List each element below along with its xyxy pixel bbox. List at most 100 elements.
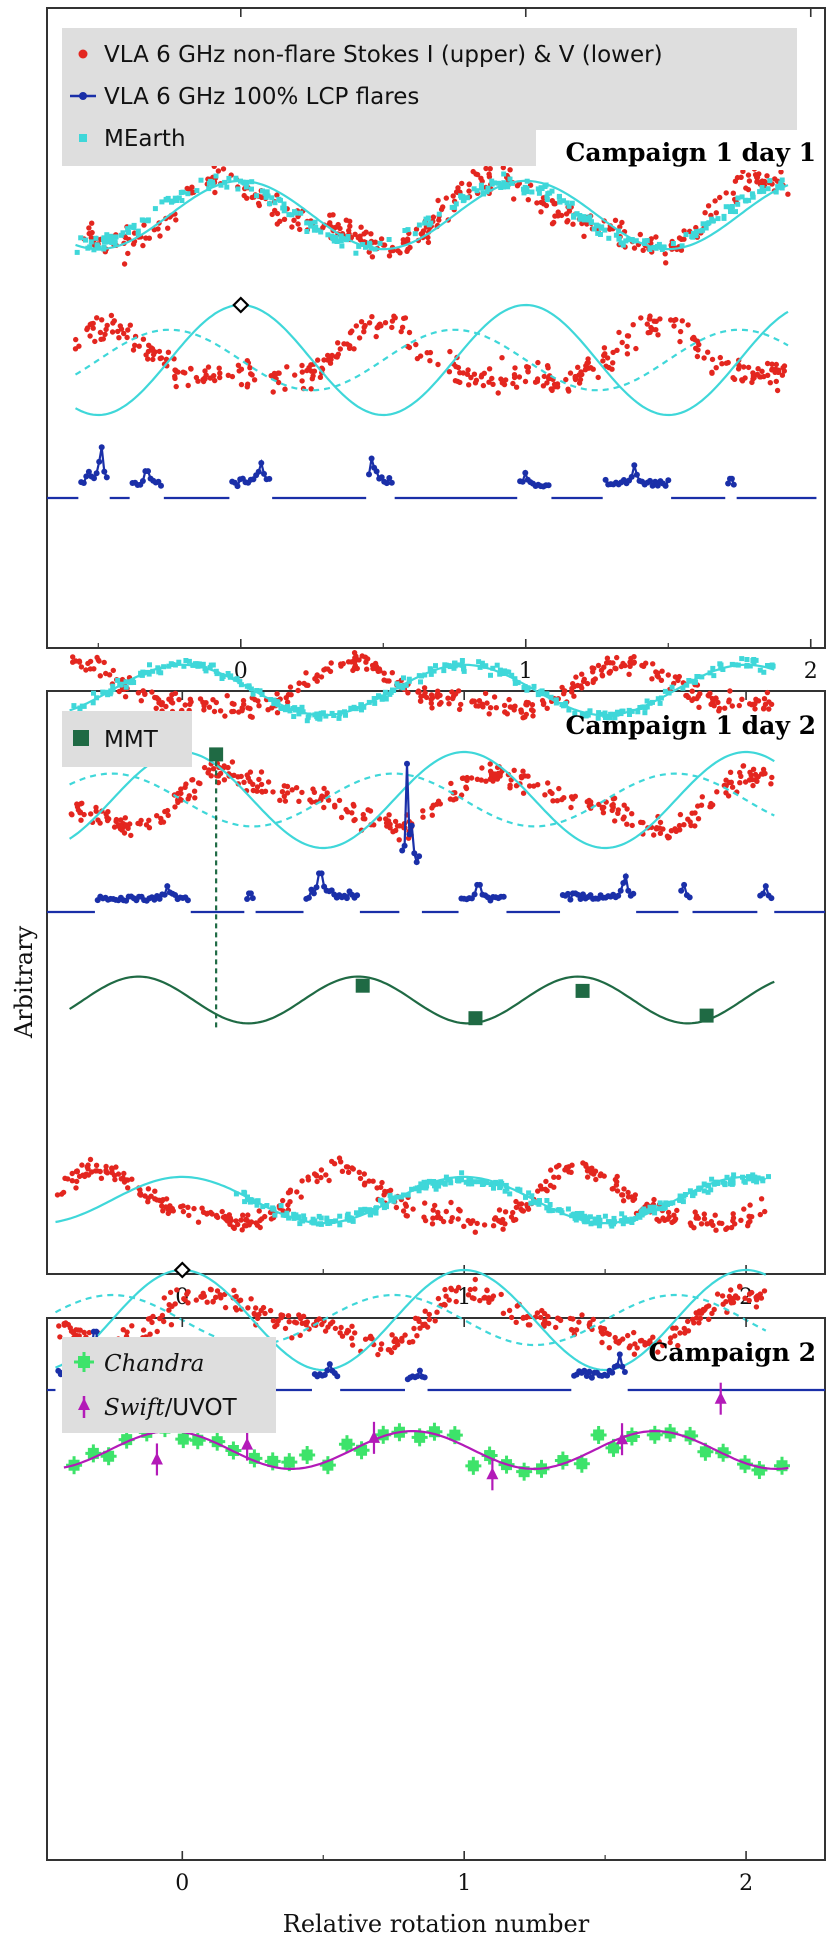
stokes-i-point [430,1215,436,1221]
stokes-v-point [165,349,172,355]
flare-point [80,480,87,486]
stokes-i-point [626,671,632,677]
stokes-v-point [143,352,149,358]
legend-label-mearth: MEarth [104,126,186,152]
stokes-v-point [222,1304,229,1311]
optical-point [428,220,434,226]
stokes-v-point [728,1297,734,1303]
stokes-i-point [182,702,188,708]
optical-point [356,1211,362,1217]
optical-point [254,1202,260,1208]
stokes-i-point [650,661,656,667]
stokes-v-point [189,777,195,783]
chandra-point [356,1444,368,1456]
optical-point [706,220,712,226]
stokes-v-point [773,378,779,385]
stokes-v-point [568,1326,575,1333]
stokes-i-point [101,659,107,666]
stokes-v-point [315,357,321,363]
optical-point [611,1215,617,1221]
flare-point [522,469,529,476]
stokes-i-point [211,708,218,715]
stokes-v-point [267,1307,274,1314]
stokes-i-point [719,1220,725,1227]
stokes-v-point [616,329,622,336]
flare-point [156,895,163,902]
stokes-i-point [145,1186,152,1192]
optical-point [598,225,604,231]
model-curve-upper [55,1175,767,1225]
stokes-v-point [644,321,650,327]
optical-point [281,201,287,207]
stokes-v-point [154,813,160,819]
stokes-i-point [610,660,616,666]
stokes-v-point [128,832,134,839]
stokes-i-point [610,1185,616,1192]
optical-point [580,1215,586,1221]
stokes-i-point [746,1213,752,1220]
stokes-v-point [86,1329,93,1336]
stokes-i-point [140,242,146,249]
optical-point [176,195,182,201]
stokes-i-point [450,695,456,702]
optical-point [448,1180,454,1186]
optical-point [275,702,281,708]
stokes-v-point [185,796,191,802]
flare-point [313,884,320,891]
stokes-i-point [352,231,358,237]
stokes-i-point [496,1207,503,1213]
stokes-i-point [500,164,506,171]
optical-point [529,1193,535,1199]
chandra-point [267,1455,279,1467]
optical-point [553,697,559,703]
flare-point [91,475,97,482]
stokes-i-point [544,705,550,711]
optical-point [318,710,324,716]
stokes-v-point [621,802,627,808]
optical-point [757,189,763,195]
stokes-i-point [366,1178,372,1184]
optical-point [93,235,99,241]
stokes-v-point [121,330,127,337]
stokes-i-point [461,1223,467,1230]
stokes-i-point [435,197,441,204]
optical-point [571,214,577,220]
stokes-v-point [672,1333,678,1339]
optical-point [577,216,583,222]
stokes-v-point [650,1334,656,1340]
chandra-point [121,1434,133,1446]
stokes-v-point [513,384,520,390]
stokes-i-point [165,1210,171,1217]
stokes-i-point [478,175,484,181]
stokes-v-point [442,1286,448,1293]
stokes-i-point [738,1217,744,1224]
optical-point [83,237,88,243]
stokes-i-point [226,1212,232,1218]
optical-point [705,1189,711,1195]
stokes-i-point [620,1198,627,1204]
stokes-v-point [349,328,355,334]
optical-point [292,209,297,215]
stokes-i-point [243,1223,249,1229]
model-curve-lower [55,1268,767,1372]
flare-point [255,468,262,475]
flare-point [184,897,191,904]
swift-point [241,1437,254,1450]
optical-point [569,1213,575,1219]
optical-point [198,177,204,183]
stokes-v-point [81,1329,87,1336]
chandra-point [211,1436,223,1448]
stokes-i-point [73,1168,80,1175]
optical-point [761,669,767,675]
stokes-i-point [481,1222,488,1228]
chandra-point [192,1434,204,1446]
flare-point [416,853,423,860]
stokes-v-point [553,1324,559,1331]
stokes-v-point [494,776,501,782]
stokes-v-point [254,784,261,790]
optical-point [272,1212,278,1218]
optical-point [488,672,493,678]
stokes-i-point [592,676,598,682]
optical-point [287,708,293,714]
optical-point [233,676,239,682]
